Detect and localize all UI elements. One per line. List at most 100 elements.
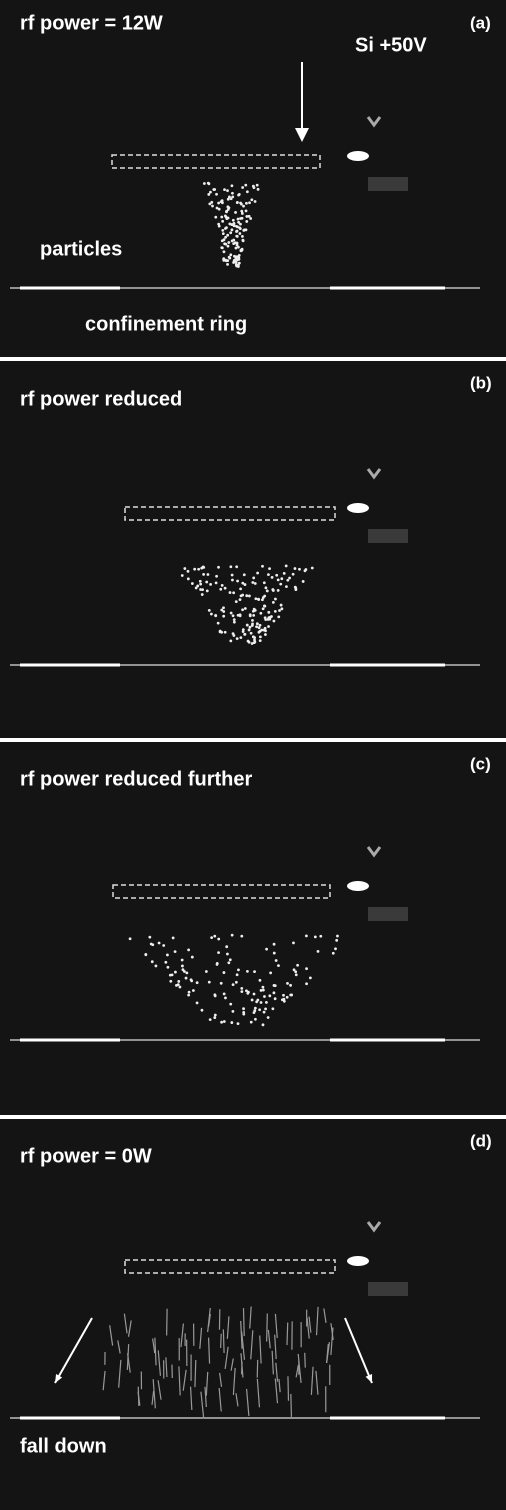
particle bbox=[279, 603, 283, 607]
particle bbox=[232, 591, 236, 595]
particle bbox=[284, 564, 288, 568]
particle bbox=[209, 190, 212, 194]
particle bbox=[229, 1002, 233, 1006]
particle bbox=[252, 576, 256, 580]
particle bbox=[259, 611, 263, 615]
particle bbox=[240, 209, 244, 213]
particle-streak bbox=[199, 1327, 203, 1349]
particle bbox=[262, 581, 266, 585]
particle bbox=[215, 963, 219, 966]
photo bbox=[0, 0, 506, 357]
particle bbox=[178, 985, 182, 989]
particle-streak bbox=[226, 1316, 230, 1339]
particle bbox=[222, 238, 226, 242]
photo bbox=[0, 742, 506, 1115]
particle bbox=[220, 246, 224, 250]
particle bbox=[265, 589, 269, 593]
particle bbox=[177, 980, 181, 983]
particle bbox=[230, 228, 234, 232]
particle bbox=[235, 565, 239, 569]
particle bbox=[217, 951, 220, 955]
particle bbox=[213, 1013, 217, 1017]
particle bbox=[190, 955, 194, 959]
particle-streak bbox=[205, 1371, 209, 1396]
particle bbox=[150, 960, 154, 964]
particle bbox=[282, 993, 285, 997]
particle bbox=[213, 1016, 217, 1019]
particle bbox=[202, 572, 206, 576]
particle bbox=[197, 567, 201, 571]
glow-patch bbox=[368, 177, 408, 191]
particle bbox=[241, 581, 245, 585]
particle bbox=[291, 572, 295, 576]
particle bbox=[231, 195, 235, 199]
particle-streak bbox=[157, 1380, 162, 1400]
particle bbox=[232, 221, 236, 225]
particle-streak bbox=[204, 1386, 207, 1408]
particle bbox=[224, 227, 227, 230]
particle bbox=[226, 189, 229, 193]
particle bbox=[226, 208, 230, 211]
particle bbox=[157, 941, 161, 945]
electrode-outline bbox=[111, 154, 321, 169]
particle bbox=[242, 573, 246, 577]
particle bbox=[226, 233, 230, 237]
photo bbox=[0, 361, 506, 738]
particle bbox=[228, 958, 232, 962]
electrode-glow bbox=[347, 1256, 369, 1266]
particle bbox=[214, 614, 218, 618]
particle bbox=[199, 582, 203, 586]
particle bbox=[261, 988, 265, 992]
particle bbox=[268, 994, 272, 998]
particle bbox=[243, 632, 247, 636]
particle bbox=[208, 1018, 212, 1022]
particle bbox=[247, 214, 251, 218]
particle bbox=[231, 218, 235, 222]
particle bbox=[305, 967, 308, 971]
particle bbox=[331, 951, 335, 955]
particle bbox=[180, 958, 184, 962]
particle bbox=[232, 238, 236, 242]
particle bbox=[298, 567, 301, 571]
panel-title: rf power reduced further bbox=[20, 768, 252, 790]
particle bbox=[231, 1010, 235, 1013]
particle bbox=[215, 192, 218, 196]
particle-streak bbox=[117, 1340, 121, 1354]
particle bbox=[261, 1023, 265, 1027]
particle bbox=[187, 993, 191, 997]
particle bbox=[226, 244, 230, 248]
particle-streak bbox=[315, 1370, 319, 1395]
particle bbox=[262, 1010, 266, 1014]
particle bbox=[195, 981, 199, 985]
particle bbox=[175, 983, 178, 987]
particle-streak bbox=[152, 1338, 156, 1354]
particle bbox=[207, 980, 211, 984]
particle bbox=[187, 990, 191, 994]
particle bbox=[225, 210, 228, 214]
particle bbox=[228, 591, 232, 594]
particle bbox=[262, 628, 266, 632]
particle bbox=[334, 947, 337, 951]
particle bbox=[264, 1007, 267, 1011]
photo bbox=[0, 1119, 506, 1510]
particle bbox=[288, 576, 291, 580]
particle bbox=[230, 1021, 234, 1024]
particle-streak bbox=[220, 1333, 222, 1348]
particle bbox=[274, 959, 278, 962]
particle bbox=[272, 951, 276, 955]
particle bbox=[294, 588, 298, 592]
particle bbox=[236, 613, 240, 617]
particle bbox=[249, 1020, 253, 1024]
particle-streak bbox=[180, 1323, 184, 1348]
particle bbox=[217, 207, 221, 211]
particle bbox=[276, 578, 280, 582]
particle bbox=[242, 1007, 245, 1011]
particle bbox=[282, 997, 286, 1001]
particle bbox=[210, 200, 214, 204]
particle bbox=[206, 573, 210, 576]
particle bbox=[256, 571, 260, 575]
particle bbox=[253, 200, 257, 203]
particle-streak bbox=[325, 1343, 329, 1363]
particle bbox=[261, 598, 264, 602]
particle-streak bbox=[123, 1313, 128, 1334]
